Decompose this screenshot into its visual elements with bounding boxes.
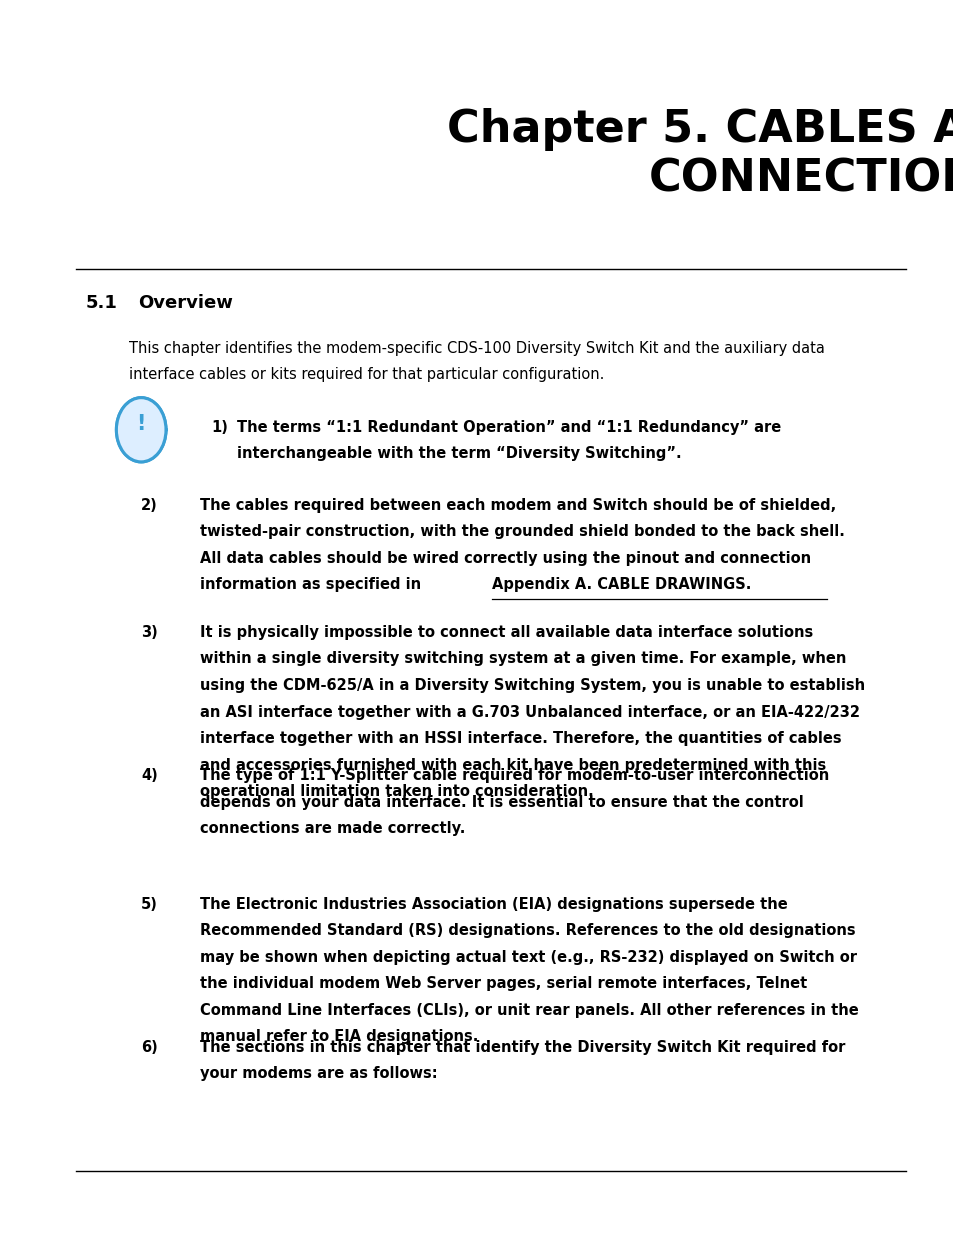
Text: 5.1: 5.1 xyxy=(86,294,117,311)
Text: your modems are as follows:: your modems are as follows: xyxy=(200,1066,437,1082)
Text: 6): 6) xyxy=(141,1040,158,1055)
Text: twisted-pair construction, with the grounded shield bonded to the back shell.: twisted-pair construction, with the grou… xyxy=(200,524,844,540)
Text: !: ! xyxy=(136,414,146,433)
Text: The terms “1:1 Redundant Operation” and “1:1 Redundancy” are: The terms “1:1 Redundant Operation” and … xyxy=(236,420,780,435)
Text: Chapter 5. CABLES AND: Chapter 5. CABLES AND xyxy=(446,109,953,151)
Text: interchangeable with the term “Diversity Switching”.: interchangeable with the term “Diversity… xyxy=(236,446,680,462)
Text: The Electronic Industries Association (EIA) designations supersede the: The Electronic Industries Association (E… xyxy=(200,897,787,911)
Text: using the CDM-625/A in a Diversity Switching System, you is unable to establish: using the CDM-625/A in a Diversity Switc… xyxy=(200,678,864,693)
Text: Appendix A. CABLE DRAWINGS.: Appendix A. CABLE DRAWINGS. xyxy=(492,578,751,593)
Text: All data cables should be wired correctly using the pinout and connection: All data cables should be wired correctl… xyxy=(200,551,811,566)
Text: within a single diversity switching system at a given time. For example, when: within a single diversity switching syst… xyxy=(200,652,846,667)
Text: and accessories furnished with each kit have been predetermined with this: and accessories furnished with each kit … xyxy=(200,758,825,773)
Text: depends on your data interface. It is essential to ensure that the control: depends on your data interface. It is es… xyxy=(200,795,803,810)
Text: information as specified in: information as specified in xyxy=(200,578,426,593)
Text: manual refer to EIA designations.: manual refer to EIA designations. xyxy=(200,1029,478,1045)
Text: Recommended Standard (RS) designations. References to the old designations: Recommended Standard (RS) designations. … xyxy=(200,924,855,939)
Text: Command Line Interfaces (CLIs), or unit rear panels. All other references in the: Command Line Interfaces (CLIs), or unit … xyxy=(200,1003,859,1018)
Text: The cables required between each modem and Switch should be of shielded,: The cables required between each modem a… xyxy=(200,498,836,513)
Text: The type of 1:1 Y-Splitter cable required for modem-to-user interconnection: The type of 1:1 Y-Splitter cable require… xyxy=(200,768,829,783)
Text: an ASI interface together with a G.703 Unbalanced interface, or an EIA-422/232: an ASI interface together with a G.703 U… xyxy=(200,704,860,720)
Text: 1): 1) xyxy=(212,420,229,435)
Text: Overview: Overview xyxy=(138,294,233,311)
Text: interface cables or kits required for that particular configuration.: interface cables or kits required for th… xyxy=(129,367,603,383)
Circle shape xyxy=(117,399,165,461)
Text: may be shown when depicting actual text (e.g., RS-232) displayed on Switch or: may be shown when depicting actual text … xyxy=(200,950,857,965)
Text: The sections in this chapter that identify the Diversity Switch Kit required for: The sections in this chapter that identi… xyxy=(200,1040,844,1055)
Text: connections are made correctly.: connections are made correctly. xyxy=(200,821,465,836)
Text: 5): 5) xyxy=(141,897,158,911)
Text: 2): 2) xyxy=(141,498,158,513)
Text: the individual modem Web Server pages, serial remote interfaces, Telnet: the individual modem Web Server pages, s… xyxy=(200,976,807,992)
Text: It is physically impossible to connect all available data interface solutions: It is physically impossible to connect a… xyxy=(200,625,813,640)
Text: interface together with an HSSI interface. Therefore, the quantities of cables: interface together with an HSSI interfac… xyxy=(200,731,841,746)
Text: This chapter identifies the modem-specific CDS-100 Diversity Switch Kit and the : This chapter identifies the modem-specif… xyxy=(129,341,823,356)
Text: CONNECTIONS: CONNECTIONS xyxy=(648,158,953,200)
Text: 3): 3) xyxy=(141,625,158,640)
Text: 4): 4) xyxy=(141,768,158,783)
Text: operational limitation taken into consideration.: operational limitation taken into consid… xyxy=(200,784,594,799)
